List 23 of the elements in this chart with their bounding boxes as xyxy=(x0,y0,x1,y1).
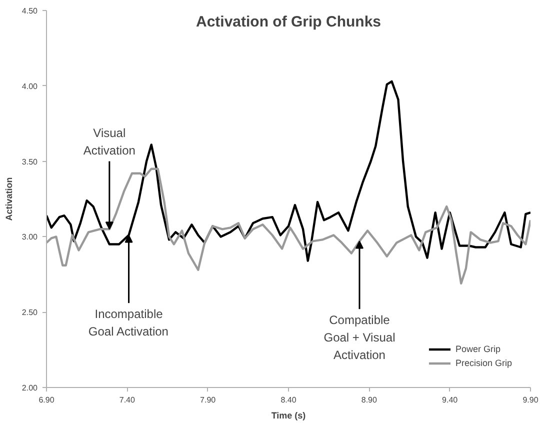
line-series xyxy=(46,80,530,262)
y-tick-label: 3.00 xyxy=(22,232,38,242)
y-axis-title: Activation xyxy=(4,177,14,221)
annotation: Incompatible Goal Activation xyxy=(88,306,168,338)
x-axis-title: Time (s) xyxy=(271,410,306,420)
x-tick-label: 9.40 xyxy=(442,396,458,404)
y-tick-label: 4.00 xyxy=(22,82,38,91)
x-tick-label: 7.90 xyxy=(200,396,216,404)
x-tick-label: 7.40 xyxy=(119,396,136,404)
x-tick-label: 8.90 xyxy=(361,396,378,404)
chart-title: Activation of Grip Chunks xyxy=(196,14,382,30)
x-tick-label: 8.40 xyxy=(280,396,297,404)
annotation: Visual Activation xyxy=(83,126,136,158)
line-series xyxy=(46,168,530,285)
y-tick-label: 2.50 xyxy=(22,308,38,318)
legend-label: Power Grip xyxy=(455,343,500,355)
y-tick-label: 4.50 xyxy=(22,6,38,16)
x-tick-label: 9.90 xyxy=(522,396,539,404)
legend-label: Precision Grip xyxy=(455,357,512,369)
x-tick-label: 6.90 xyxy=(38,396,55,404)
annotation: Compatible Goal + Visual Activation xyxy=(324,312,396,362)
y-tick-label: 2.00 xyxy=(22,384,38,392)
y-tick-label: 3.50 xyxy=(22,157,38,166)
